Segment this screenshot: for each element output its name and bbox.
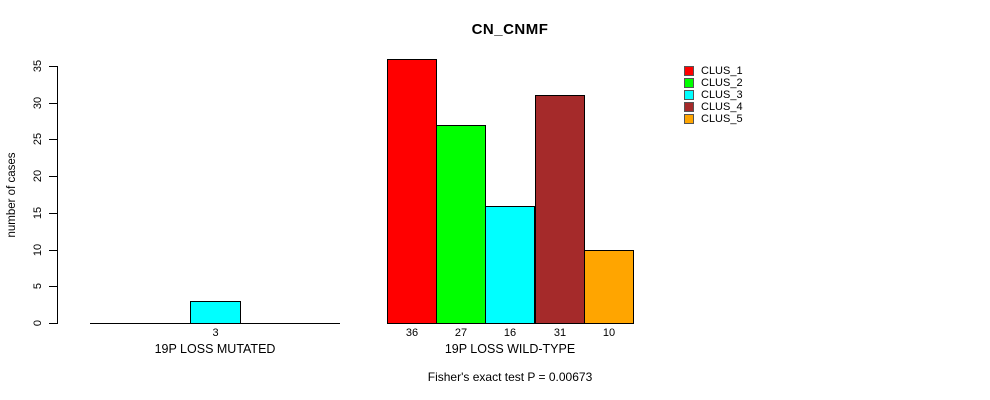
y-tick-label: 10	[32, 243, 44, 257]
y-tick-mark	[49, 176, 57, 177]
group-label: 19P LOSS MUTATED	[154, 342, 276, 356]
bar-value-label: 36	[405, 327, 419, 339]
y-tick-mark	[49, 250, 57, 251]
bar-clus_3-group2	[485, 206, 535, 324]
bar-clus_2-group2	[436, 125, 486, 324]
chart-title: CN_CNMF	[471, 21, 549, 38]
legend-label: CLUS_3	[701, 89, 743, 101]
bar-value-label: 3	[212, 327, 219, 339]
group-label: 19P LOSS WILD-TYPE	[444, 342, 576, 356]
y-axis-line	[57, 65, 58, 324]
y-tick-label: 30	[32, 96, 44, 110]
y-tick-label: 20	[32, 169, 44, 183]
y-tick-mark	[49, 286, 57, 287]
y-tick-mark	[49, 139, 57, 140]
y-tick-label: 25	[32, 132, 44, 146]
legend-item-clus_1: CLUS_1	[684, 65, 743, 77]
bar-clus_1-group2	[387, 59, 437, 324]
y-tick-mark	[49, 323, 57, 324]
legend-item-clus_2: CLUS_2	[684, 77, 743, 89]
legend-swatch-icon	[684, 90, 694, 100]
legend-swatch-icon	[684, 78, 694, 88]
legend-label: CLUS_5	[701, 113, 743, 125]
y-axis-label: number of cases	[6, 152, 18, 238]
legend-label: CLUS_2	[701, 77, 743, 89]
legend-swatch-icon	[684, 66, 694, 76]
y-tick-mark	[49, 66, 57, 67]
y-tick-label: 0	[32, 319, 44, 327]
legend-item-clus_4: CLUS_4	[684, 101, 743, 113]
bar-clus_4-group2	[535, 95, 585, 324]
y-tick-mark	[49, 103, 57, 104]
legend-label: CLUS_4	[701, 101, 743, 113]
bar-value-label: 27	[454, 327, 468, 339]
y-tick-label: 5	[32, 282, 44, 290]
bar-value-label: 10	[602, 327, 616, 339]
bar-clus_5-group2	[584, 250, 634, 324]
legend-item-clus_5: CLUS_5	[684, 113, 743, 125]
y-tick-mark	[49, 213, 57, 214]
legend-item-clus_3: CLUS_3	[684, 89, 743, 101]
y-tick-label: 15	[32, 206, 44, 220]
bar-value-label: 31	[553, 327, 567, 339]
legend-swatch-icon	[684, 102, 694, 112]
y-tick-label: 35	[32, 59, 44, 73]
bar-clus_3-group1	[190, 301, 241, 324]
bar-value-label: 16	[503, 327, 517, 339]
legend-label: CLUS_1	[701, 65, 743, 77]
legend-swatch-icon	[684, 114, 694, 124]
fisher-test-caption: Fisher's exact test P = 0.00673	[427, 370, 593, 384]
legend: CLUS_1 CLUS_2 CLUS_3 CLUS_4 CLUS_5	[684, 65, 743, 125]
